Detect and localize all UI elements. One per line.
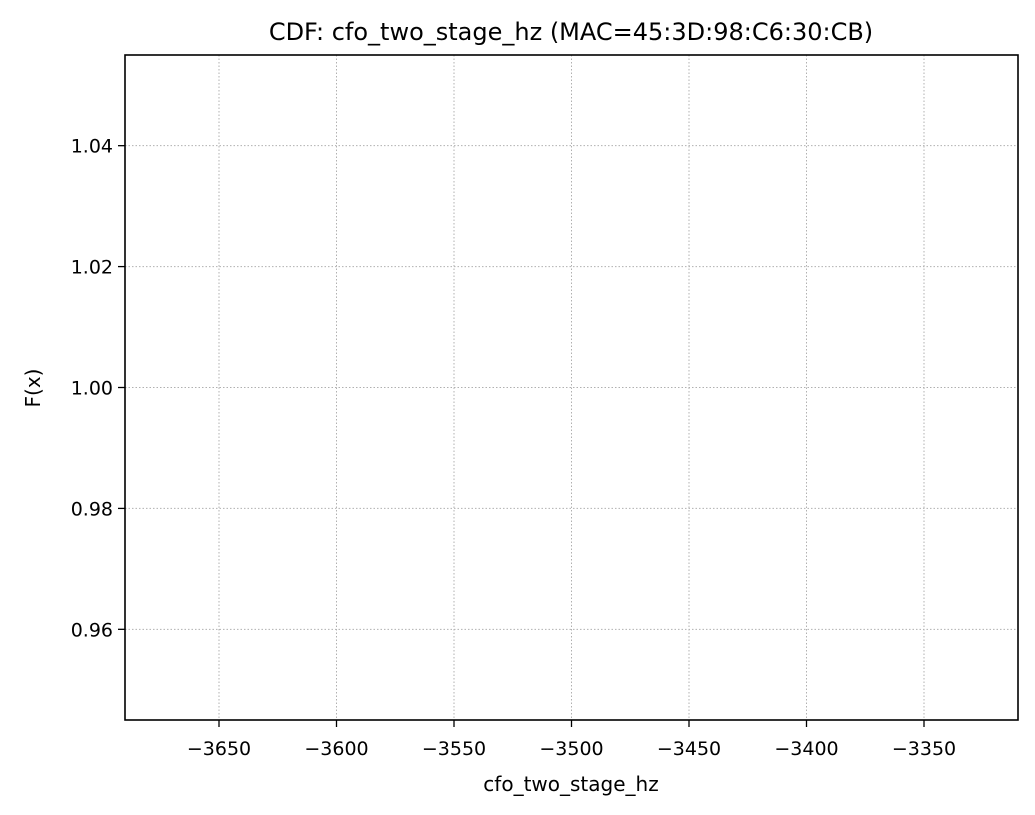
y-tick-label: 1.02 [71, 257, 113, 279]
grid-layer [125, 55, 1018, 720]
x-tick-label: −3350 [892, 738, 956, 760]
y-tick-label: 1.00 [71, 378, 113, 400]
x-tick-label: −3600 [304, 738, 368, 760]
y-tick-label: 0.98 [71, 498, 113, 520]
x-axis: −3650 −3600 −3550 −3500 −3450 −3400 −3350 [187, 720, 956, 760]
x-tick-label: −3450 [657, 738, 721, 760]
y-tick-label: 1.04 [71, 136, 113, 158]
x-tick-label: −3650 [187, 738, 251, 760]
y-axis-label: F(x) [21, 369, 45, 408]
x-tick-label: −3550 [422, 738, 486, 760]
x-tick-label: −3500 [539, 738, 603, 760]
plot-area [124, 54, 1019, 721]
chart-title: CDF: cfo_two_stage_hz (MAC=45:3D:98:C6:3… [269, 18, 873, 46]
y-tick-label: 0.96 [71, 619, 113, 641]
y-axis: 0.96 0.98 1.00 1.02 1.04 [71, 136, 125, 641]
x-tick-label: −3400 [774, 738, 838, 760]
x-axis-label: cfo_two_stage_hz [483, 772, 658, 796]
